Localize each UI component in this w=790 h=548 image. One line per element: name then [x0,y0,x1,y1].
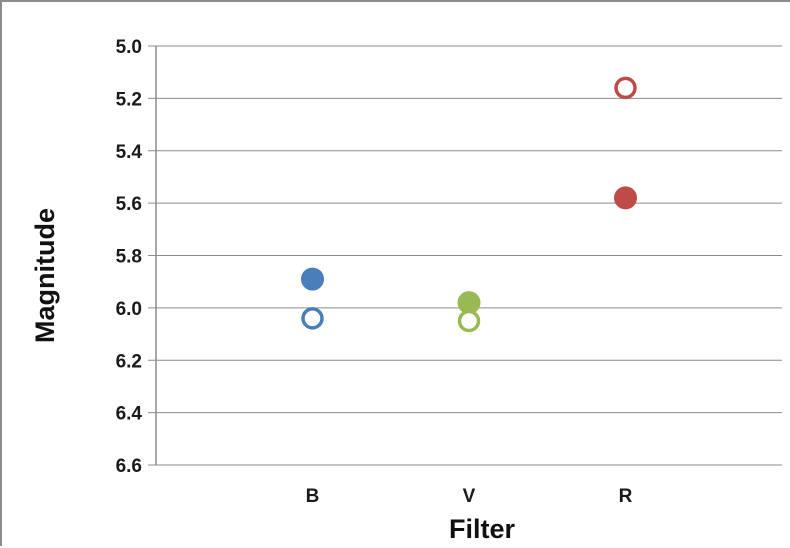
data-point-filled [301,267,324,291]
y-tick-label: 5.8 [116,247,142,268]
y-tick-label: 5.2 [116,89,142,110]
y-tick-label: 5.0 [116,37,142,58]
x-axis-title: Filter [449,514,516,544]
data-point-open [301,307,324,330]
x-tick-label: B [306,486,320,507]
y-tick-label: 6.0 [116,299,142,320]
y-tick-label: 6.2 [116,351,142,372]
tick-labels: 5.0 5.2 5.4 5.6 5.8 6.0 6.2 6.4 6.6 B V R [116,37,633,507]
data-point-open [614,76,637,100]
y-tick-label: 5.4 [116,142,143,163]
data-point-open [457,309,481,333]
y-tick-label: 5.6 [116,194,142,215]
x-tick-label: V [463,486,476,507]
gridlines [148,45,782,466]
y-axis-title: Magnitude [30,208,60,343]
y-tick-label: 6.6 [116,456,142,477]
x-tick-label: R [619,486,633,507]
y-tick-label: 6.4 [116,404,143,425]
data-points [301,76,637,333]
data-point-filled [614,186,637,210]
